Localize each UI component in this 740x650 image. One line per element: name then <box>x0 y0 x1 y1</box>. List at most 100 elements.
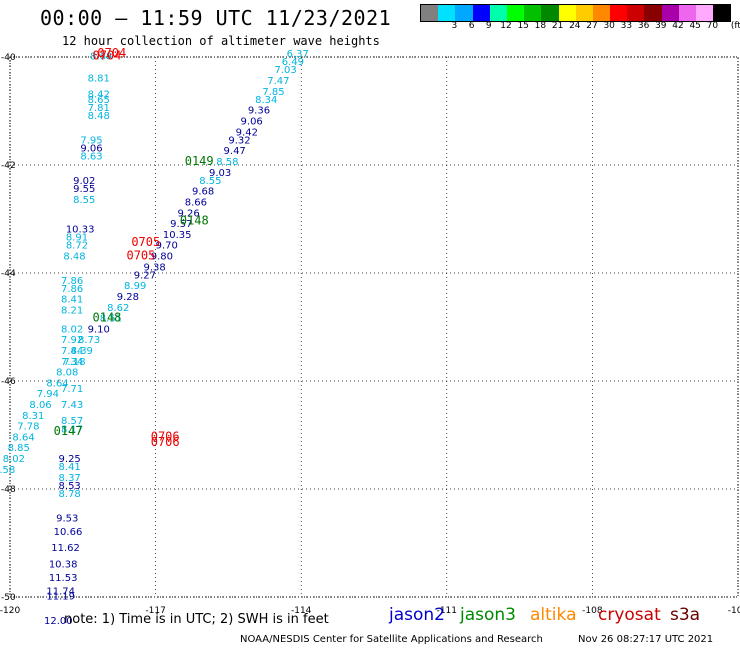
scale-swatch <box>627 5 645 21</box>
latitude-tick-label: -42 <box>1 161 16 171</box>
latitude-tick-label: -44 <box>1 269 16 279</box>
pass-time-label: 0149 <box>185 154 214 168</box>
wave-height-value: 9.42 <box>236 127 258 138</box>
scale-tick-label: 6 <box>468 21 475 31</box>
scale-tick-label: 12 <box>500 21 512 31</box>
wave-height-value: 9.55 <box>73 184 95 195</box>
wave-height-value: 8.63 <box>80 152 102 163</box>
wave-height-value: 9.38 <box>143 262 165 273</box>
wave-height-value: 9.06 <box>241 117 263 128</box>
wave-height-value: 8.41 <box>61 295 83 306</box>
wave-height-value: 8.42 <box>88 90 110 101</box>
wave-height-value: 7.34 <box>61 357 83 368</box>
scale-swatch <box>592 5 611 21</box>
wave-height-value: 9.68 <box>192 187 214 198</box>
wave-height-value: 11.53 <box>49 573 78 584</box>
wave-height-value: 9.36 <box>248 106 270 117</box>
scale-tick-label: 33 <box>620 21 633 31</box>
wave-height-value: 9.70 <box>156 241 178 252</box>
scale-tick-label: 30 <box>603 21 615 31</box>
wave-height-value: 10.66 <box>54 527 83 538</box>
wave-height-value: 8.91 <box>66 233 88 244</box>
wave-height-value: 9.57 <box>170 219 192 230</box>
pass-time-label: 0705 <box>126 249 155 263</box>
wave-height-value: 9.26 <box>177 208 199 219</box>
wave-height-value: 8.06 <box>29 400 51 411</box>
wave-height-value: 11.19 <box>46 592 75 603</box>
pass-time-label: 0148 <box>93 311 122 325</box>
wave-height-value: 8.85 <box>8 443 30 454</box>
wave-height-value: 8.41 <box>59 462 81 473</box>
scale-tick-label: 70 <box>706 21 719 31</box>
scale-tick-label: 39 <box>655 21 667 31</box>
wave-height-value: 8.02 <box>3 454 25 465</box>
wave-height-value: 7.43 <box>61 400 83 411</box>
wave-height-value: 8.53 <box>59 481 81 492</box>
wave-height-value: 10.33 <box>66 225 95 236</box>
pass-time-label: 0706 <box>151 429 180 443</box>
longitude-tick-label: -117 <box>145 606 165 616</box>
scale-tick-label: 21 <box>551 21 564 31</box>
credit-text: NOAA/NESDIS Center for Satellite Applica… <box>240 634 543 645</box>
wave-height-value: 6.37 <box>287 49 309 60</box>
scale-swatch <box>472 5 490 21</box>
pass-time-label: 0705 <box>131 235 160 249</box>
scale-tick-label: 9 <box>485 21 492 31</box>
wave-height-value: 9.80 <box>151 252 173 263</box>
scale-swatch <box>489 5 507 21</box>
wave-height-value: 8.72 <box>66 241 88 252</box>
wave-height-value: 8.48 <box>88 111 110 122</box>
scale-swatch <box>438 5 456 21</box>
scale-unit-label: (ft) <box>730 21 740 31</box>
wave-height-value: 7.94 <box>37 389 59 400</box>
pass-time-label: 0704 <box>93 49 122 63</box>
wave-height-value: 7.47 <box>267 76 289 87</box>
scale-swatch <box>678 5 696 21</box>
longitude-tick-label: -105 <box>728 606 740 616</box>
wave-height-value: 9.06 <box>80 144 102 155</box>
pass-time-label: 0147 <box>54 424 83 438</box>
wave-height-value: 8.58 <box>216 157 238 168</box>
wave-height-value: 7.71 <box>61 384 83 395</box>
longitude-tick-label: -120 <box>0 606 20 616</box>
wave-height-value: 8.21 <box>61 306 83 317</box>
wave-height-value: 8.08 <box>56 368 78 379</box>
scale-swatch <box>644 5 662 21</box>
scale-swatch <box>455 5 473 21</box>
wave-height-value: 9.27 <box>134 270 156 281</box>
scale-tick-label: 45 <box>689 21 701 31</box>
wave-height-value: 8.81 <box>88 73 110 84</box>
wave-height-value: 9.03 <box>209 168 231 179</box>
wave-height-value: 8.78 <box>59 489 81 500</box>
legend-s3a: s3a <box>670 605 701 625</box>
color-scale-bar <box>420 4 732 22</box>
footer-note: note: 1) Time is in UTC; 2) SWH is in fe… <box>64 612 329 627</box>
scale-tick-label: 3 <box>451 21 458 31</box>
scale-swatch <box>421 5 439 21</box>
latitude-tick-label: -46 <box>1 377 16 387</box>
page-title: 00:00 – 11:59 UTC 11/23/2021 <box>40 6 392 30</box>
legend-jason3: jason3 <box>460 605 516 625</box>
pass-time-label: 0148 <box>180 213 209 227</box>
wave-height-value: 9.47 <box>224 146 246 157</box>
wave-height-value: 8.48 <box>63 252 85 263</box>
wave-height-value: 8.64 <box>12 432 34 443</box>
wave-height-value: 7.18 <box>63 357 85 368</box>
longitude-tick-label: -108 <box>582 606 603 616</box>
wave-height-value: 8.58 <box>0 465 15 476</box>
map-frame <box>9 56 739 598</box>
wave-height-value: 8.02 <box>61 324 83 335</box>
wave-height-value: 8.37 <box>59 473 81 484</box>
scale-tick-label: 27 <box>586 21 598 31</box>
wave-height-value: 8.34 <box>255 95 277 106</box>
wave-height-value: 9.32 <box>228 135 250 146</box>
wave-height-value: 9.53 <box>56 513 78 524</box>
scale-tick-label: 42 <box>672 21 684 31</box>
wave-height-value: 7.86 <box>61 276 83 287</box>
legend-jason2: jason2 <box>389 605 445 625</box>
page-subtitle: 12 hour collection of altimeter wave hei… <box>62 34 380 48</box>
wave-height-value: 7.44 <box>61 346 83 357</box>
wave-height-value: 9.10 <box>88 324 110 335</box>
wave-height-value: 11.74 <box>46 586 75 597</box>
